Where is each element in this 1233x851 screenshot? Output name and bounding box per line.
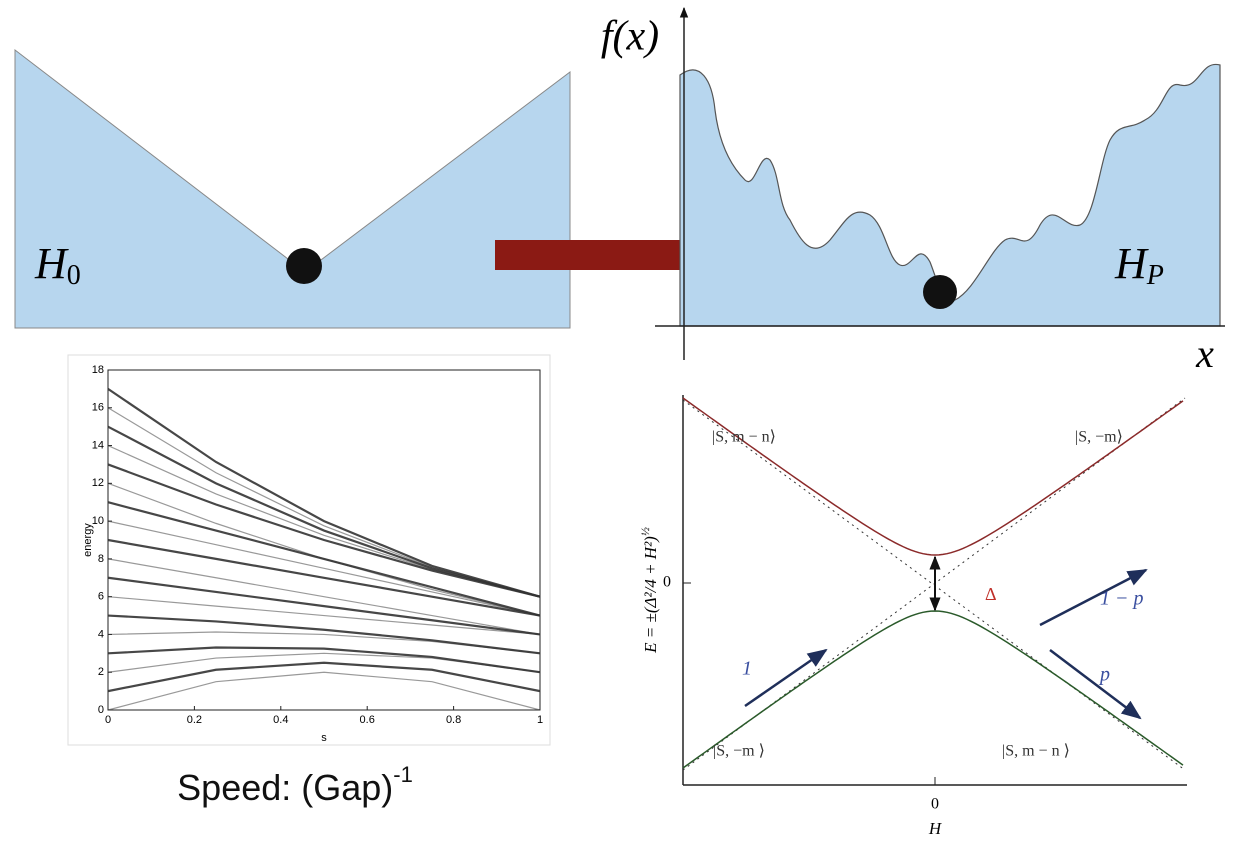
state-label: |S, m − n⟩	[712, 429, 776, 446]
y-tick-label: 2	[98, 666, 104, 678]
energy-level	[107, 646, 541, 674]
x-tick-label: 0.4	[273, 714, 288, 726]
y-axis-label: E = ±(Δ²/4 + H²)½	[638, 527, 660, 654]
transition-arrow	[744, 648, 828, 708]
landscape-hp	[679, 63, 1221, 327]
x-axis-label: x	[1195, 331, 1214, 376]
y-tick-label: 0	[98, 704, 104, 716]
gap-label: Δ	[985, 584, 997, 604]
y-tick-label: 8	[98, 553, 104, 565]
x-axis-label: s	[321, 732, 327, 744]
state-label: |S, −m ⟩	[713, 743, 765, 760]
ball	[286, 248, 322, 284]
arrow-label: 1 − p	[1100, 588, 1144, 610]
transition-arrow	[1049, 649, 1142, 720]
energy-level	[107, 538, 541, 617]
asymptote	[682, 399, 1186, 771]
energy-level	[107, 463, 541, 598]
energy-level	[107, 614, 541, 655]
x-tick-label: 1	[537, 714, 543, 726]
y-label-text: E = ±(Δ²/4 + H²)	[641, 536, 660, 654]
transition-arrow	[495, 222, 782, 290]
ball	[923, 275, 957, 309]
hp-label: HP	[1114, 239, 1164, 291]
energy-level	[107, 482, 541, 617]
landscape-h0	[14, 48, 571, 329]
x-tick-label: 0	[105, 714, 111, 726]
y-tick-label: 0	[663, 574, 671, 591]
y-tick-label: 4	[98, 628, 104, 640]
energy-level	[107, 558, 541, 636]
y-label-sup: ½	[638, 527, 652, 536]
caption: Speed: (Gap)-1	[177, 762, 413, 808]
state-label: |S, −m⟩	[1075, 429, 1123, 446]
landau-zener-diagram: 0 0 H E = ±(Δ²/4 + H²)½ Δ 1 1 − p p |S, m − n⟩ |S…	[638, 395, 1187, 838]
x-axis-label: H	[928, 819, 943, 838]
y-tick-label: 10	[92, 515, 104, 527]
y-tick-label: 14	[92, 439, 104, 451]
x-tick-label: 0.8	[446, 714, 461, 726]
energy-level	[107, 671, 541, 711]
y-tick-label: 6	[98, 591, 104, 603]
arrow-label: 1	[742, 658, 752, 680]
energy-level	[107, 520, 541, 617]
energy-level	[107, 387, 541, 598]
y-axis-label: energy	[82, 523, 94, 557]
state-label: |S, m − n ⟩	[1002, 743, 1070, 760]
upper-level	[682, 397, 1184, 556]
energy-level	[107, 596, 541, 636]
x-tick-label: 0.6	[360, 714, 375, 726]
y-tick-label: 12	[92, 477, 104, 489]
energy-level	[107, 576, 541, 636]
transition-arrow	[1039, 568, 1148, 627]
y-tick-label: 18	[92, 364, 104, 376]
energy-level	[107, 425, 541, 598]
y-tick-label: 16	[92, 402, 104, 414]
x-tick-label: 0.2	[187, 714, 202, 726]
y-axis-label: f(x)	[601, 14, 659, 60]
x-tick-label: 0	[931, 796, 939, 813]
arrow-label: p	[1098, 664, 1110, 686]
energy-chart: 0 2 4 6 8 10 12 14 16 18 0 0.2 0.4 0.6 0.8 1 s energy	[82, 364, 543, 744]
energy-level	[107, 661, 541, 693]
h0-label: H0	[34, 239, 81, 291]
